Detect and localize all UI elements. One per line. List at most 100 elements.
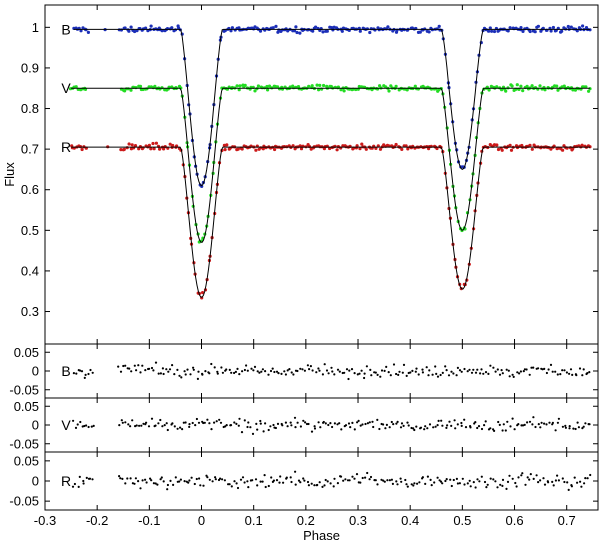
residual-R-point (233, 480, 236, 483)
residual-V-point (336, 423, 339, 426)
residual-R-point (537, 481, 540, 484)
series-R-point (154, 141, 158, 145)
residual-y-tick-label: 0 (32, 418, 39, 433)
residual-R-point (174, 476, 177, 479)
residual-B-point (124, 364, 127, 367)
series-B-point (492, 29, 497, 34)
series-V-label: V (61, 80, 71, 96)
residual-R-point (396, 483, 399, 486)
residual-R-point (178, 480, 181, 483)
residual-V-point (353, 428, 356, 431)
residual-B-point (213, 366, 216, 369)
residual-V-point (182, 421, 185, 424)
residual-B-point (559, 373, 562, 376)
residual-V-point (463, 418, 466, 421)
residual-R-point (399, 477, 402, 480)
residual-V-point (557, 417, 561, 420)
residual-R-point (223, 479, 226, 482)
residual-V-point (378, 427, 381, 431)
series-V-point (562, 84, 566, 88)
residual-R-point (418, 481, 421, 484)
series-V-point (538, 84, 542, 88)
residual-R-point (346, 479, 350, 482)
residual-R-point (542, 477, 545, 480)
series-V-point (500, 88, 504, 92)
residual-B-point (267, 373, 270, 376)
residual-V-point (176, 427, 179, 430)
series-V-point (123, 89, 127, 93)
residual-R-point (342, 479, 345, 482)
series-V-point (543, 88, 547, 92)
series-R-point (125, 146, 129, 150)
residual-R-point (306, 480, 310, 484)
residual-B-point (395, 372, 398, 376)
residual-B-point (456, 366, 459, 369)
residual-V-point (161, 425, 164, 428)
residual-R-point (506, 480, 510, 483)
series-B-point (506, 29, 510, 33)
residual-V-point (588, 423, 591, 426)
residual-R-point (469, 485, 472, 488)
residual-B-point (431, 373, 434, 376)
series-R-point (530, 147, 534, 151)
residual-R-point (554, 479, 558, 482)
residual-R-point (119, 477, 122, 480)
residual-B-point (507, 369, 510, 372)
residual-V-point (584, 422, 587, 425)
residual-B-point (363, 372, 366, 375)
residual-B-point (547, 368, 550, 371)
residual-B-point (383, 369, 386, 372)
series-V-point (126, 87, 130, 91)
series-R-point (341, 144, 345, 148)
residual-B-point (269, 369, 273, 373)
residual-R-point (289, 476, 292, 479)
residual-V-point (545, 423, 548, 426)
residual-R-point (526, 476, 529, 479)
residual-V-point (539, 426, 542, 429)
residual-B-point (150, 366, 154, 370)
residual-V-point (313, 427, 317, 430)
residual-R-point (404, 478, 407, 482)
residual-R-point (455, 477, 458, 480)
residual-V-point (521, 424, 525, 427)
residual-R-point (458, 482, 461, 485)
residual-V-point (284, 421, 287, 424)
series-R-point (549, 147, 553, 151)
residual-R-point (466, 482, 469, 485)
series-B-point (274, 24, 278, 28)
residual-B-point (365, 365, 368, 368)
residual-B-point (545, 371, 549, 375)
residual-R-point (436, 476, 439, 479)
series-V-point (339, 88, 343, 92)
residual-R-point (299, 481, 302, 484)
residual-B-point (162, 372, 165, 376)
residual-B-point (363, 376, 366, 380)
residual-V-point (361, 423, 364, 426)
series-R-point (307, 144, 311, 149)
series-V-point (267, 84, 272, 88)
residual-R-point (228, 483, 231, 486)
residual-V-point (299, 425, 302, 428)
residual-B-point (216, 372, 219, 375)
residual-R-point (256, 484, 259, 487)
series-V-group (68, 83, 592, 244)
residual-B-point (256, 370, 259, 373)
series-B-point (488, 26, 492, 30)
residual-R-point (382, 479, 385, 482)
residual-R-point (478, 480, 481, 483)
series-V-point (265, 84, 269, 89)
x-tick-label: 0.3 (349, 513, 367, 528)
residual-B-point (511, 373, 514, 376)
series-B-point (521, 29, 525, 33)
residual-R-point (566, 481, 569, 484)
residual-V-point (90, 425, 93, 428)
series-R-point (122, 147, 126, 151)
residual-R-point (183, 480, 186, 483)
series-R-point (328, 146, 332, 151)
residual-B-point (450, 370, 453, 373)
residual-R-point (359, 481, 362, 484)
residual-B-point (556, 373, 559, 376)
residual-B-point (238, 373, 241, 376)
residual-V-point (313, 425, 316, 428)
residual-V-point (371, 420, 374, 423)
